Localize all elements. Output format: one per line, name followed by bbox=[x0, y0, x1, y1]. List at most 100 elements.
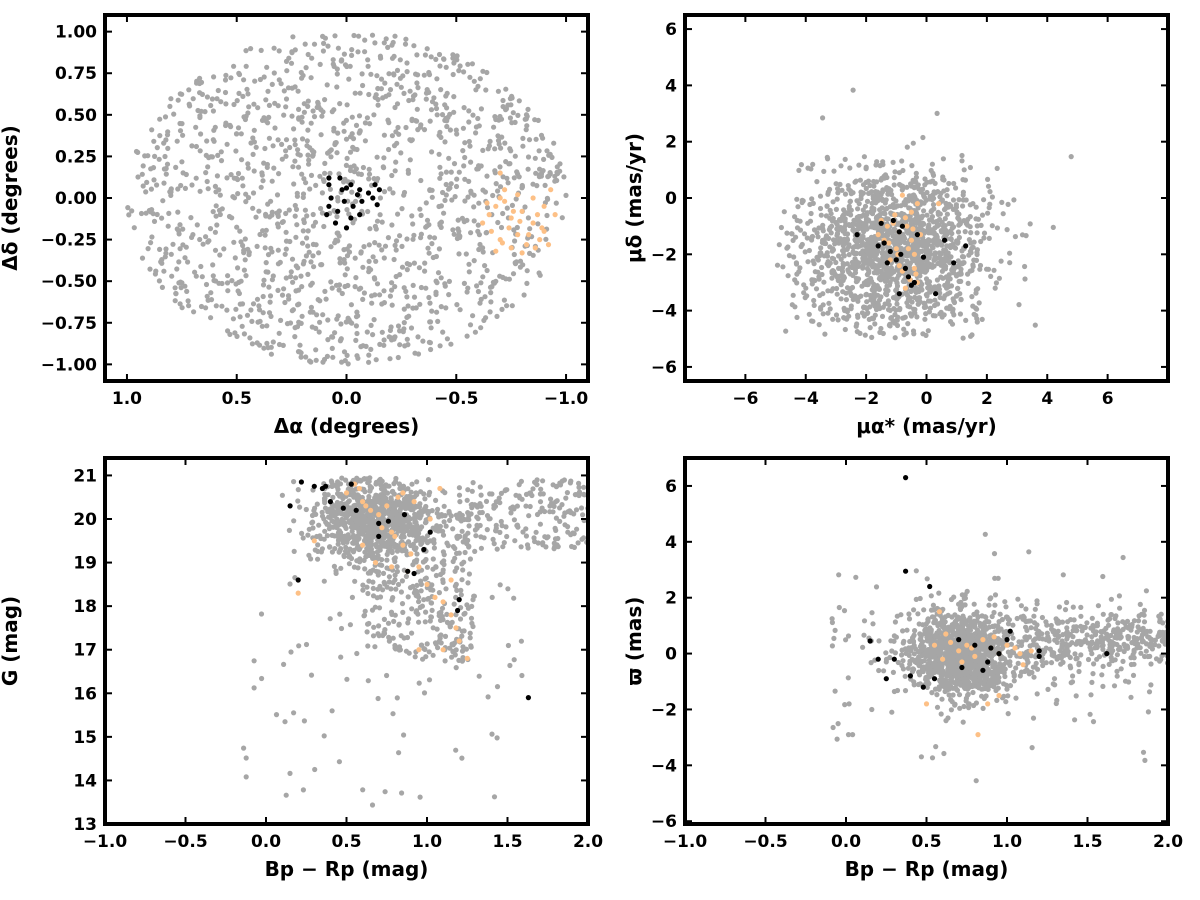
data-point bbox=[421, 690, 428, 696]
data-point bbox=[411, 260, 417, 266]
data-point bbox=[432, 594, 438, 601]
data-point bbox=[349, 487, 355, 493]
data-point bbox=[444, 90, 450, 96]
data-point bbox=[437, 485, 443, 492]
data-point bbox=[242, 257, 248, 263]
data-point bbox=[523, 127, 529, 133]
data-point bbox=[392, 533, 398, 540]
data-point bbox=[448, 181, 454, 187]
data-point bbox=[457, 63, 463, 69]
data-point bbox=[418, 212, 424, 218]
data-point bbox=[440, 329, 446, 335]
data-point bbox=[437, 175, 443, 181]
data-point bbox=[243, 199, 249, 205]
data-point bbox=[305, 532, 311, 538]
data-point bbox=[411, 232, 417, 238]
data-point bbox=[904, 223, 910, 229]
data-point bbox=[290, 279, 296, 285]
data-point bbox=[296, 287, 302, 293]
data-point bbox=[959, 158, 965, 164]
data-point bbox=[547, 170, 553, 176]
data-point bbox=[211, 277, 217, 284]
data-point bbox=[944, 193, 950, 199]
data-point bbox=[413, 609, 419, 615]
data-point bbox=[337, 101, 343, 107]
data-point bbox=[294, 193, 300, 199]
data-point bbox=[373, 542, 379, 548]
data-point bbox=[162, 254, 168, 260]
data-point bbox=[375, 695, 381, 702]
data-point bbox=[299, 114, 305, 120]
data-point bbox=[259, 172, 265, 178]
data-point bbox=[321, 223, 327, 230]
data-point bbox=[491, 502, 497, 509]
data-point bbox=[159, 260, 165, 266]
data-point bbox=[394, 140, 400, 146]
data-point bbox=[979, 316, 985, 322]
data-point bbox=[790, 237, 796, 243]
data-point bbox=[322, 170, 328, 176]
data-point bbox=[258, 184, 264, 190]
data-point bbox=[894, 301, 900, 307]
data-point bbox=[372, 223, 378, 229]
data-point bbox=[305, 103, 311, 109]
data-point bbox=[365, 643, 371, 649]
data-point bbox=[328, 524, 334, 530]
data-point bbox=[317, 173, 323, 179]
data-point bbox=[372, 94, 378, 100]
data-point bbox=[344, 246, 350, 252]
data-point bbox=[879, 313, 886, 319]
data-point bbox=[199, 274, 205, 280]
data-point bbox=[151, 218, 158, 224]
data-point bbox=[433, 56, 439, 63]
data-point bbox=[456, 169, 462, 175]
data-point bbox=[426, 492, 432, 498]
data-point bbox=[217, 211, 223, 218]
data-point bbox=[398, 589, 404, 595]
data-point bbox=[360, 582, 366, 588]
data-point bbox=[809, 196, 815, 202]
data-point bbox=[362, 608, 368, 614]
data-point bbox=[319, 113, 325, 119]
data-point bbox=[519, 250, 525, 256]
data-point bbox=[259, 675, 265, 682]
data-point bbox=[829, 269, 835, 275]
data-point bbox=[833, 206, 840, 212]
data-point bbox=[822, 331, 828, 337]
data-point bbox=[466, 178, 472, 184]
data-point bbox=[381, 132, 387, 138]
data-point bbox=[891, 239, 897, 246]
data-point bbox=[511, 238, 518, 244]
data-point bbox=[237, 314, 243, 320]
data-point bbox=[416, 599, 422, 605]
data-point bbox=[447, 127, 453, 133]
data-point bbox=[305, 127, 311, 133]
data-point bbox=[268, 245, 274, 251]
data-point bbox=[525, 106, 531, 112]
data-point bbox=[343, 225, 350, 231]
data-point bbox=[1004, 227, 1010, 233]
data-point bbox=[329, 532, 335, 538]
data-point bbox=[370, 254, 376, 260]
data-point bbox=[908, 237, 915, 243]
data-point bbox=[356, 113, 363, 119]
data-point bbox=[308, 672, 315, 678]
data-point bbox=[357, 556, 363, 562]
data-point bbox=[394, 81, 400, 87]
data-point bbox=[374, 202, 380, 208]
data-point bbox=[469, 501, 475, 508]
data-point bbox=[910, 140, 916, 146]
data-point bbox=[352, 284, 358, 290]
data-point bbox=[393, 523, 399, 529]
data-point bbox=[893, 198, 899, 204]
data-point bbox=[817, 292, 823, 298]
data-point bbox=[319, 210, 325, 216]
data-point bbox=[411, 525, 417, 531]
data-point bbox=[404, 267, 410, 273]
data-point bbox=[364, 517, 370, 524]
data-point bbox=[847, 199, 853, 205]
data-point bbox=[811, 297, 817, 304]
data-point bbox=[902, 265, 909, 271]
data-point bbox=[395, 124, 401, 131]
data-point bbox=[329, 334, 335, 340]
